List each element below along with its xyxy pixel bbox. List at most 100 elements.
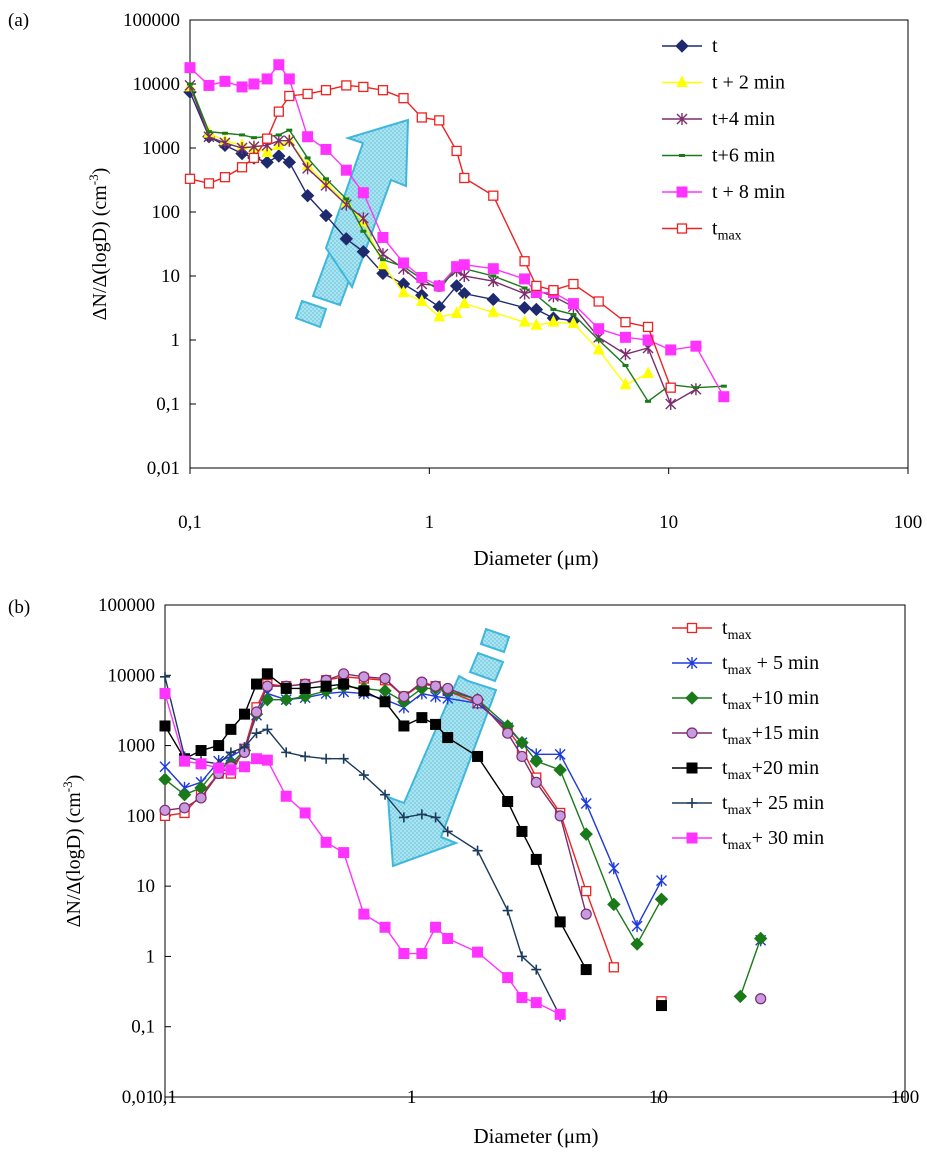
data-point: [429, 680, 442, 692]
data-point: [580, 797, 592, 810]
data-point: [655, 1000, 667, 1012]
data-point: [567, 298, 579, 310]
data-point: [398, 948, 410, 960]
legend-marker: [686, 727, 698, 739]
legend-label-rest: +10 min: [752, 687, 819, 709]
arrow-down-annotation: [386, 627, 511, 868]
data-point: [261, 145, 273, 158]
y-tick-label: 100000: [123, 10, 180, 31]
data-point: [213, 740, 225, 752]
legend-label-main: t: [722, 722, 728, 744]
data-point: [665, 344, 677, 356]
data-point: [397, 285, 410, 298]
data-point: [531, 280, 542, 292]
data-point: [184, 62, 196, 74]
data-point: [177, 787, 192, 802]
data-point: [273, 106, 284, 117]
data-point: [554, 810, 566, 822]
legend-label-main: t: [722, 827, 728, 849]
legend-item: t: [662, 35, 718, 57]
legend-label-main: t: [722, 687, 728, 709]
legend-label: t+6 min: [712, 145, 775, 167]
data-point: [261, 754, 273, 766]
x-tick-label: 100: [894, 512, 923, 533]
legend-label: tmax + 5 min: [722, 652, 819, 678]
y-tick-label: 10000: [133, 74, 181, 95]
x-tick-label: 0,1: [178, 512, 202, 533]
x-tick-label: 1: [425, 512, 435, 533]
data-point: [239, 133, 246, 137]
data-point: [516, 750, 528, 763]
legend-label-sub: max: [728, 663, 752, 678]
data-point: [261, 680, 273, 692]
data-point: [450, 306, 463, 318]
data-point: [593, 296, 604, 307]
data-point: [595, 338, 602, 342]
plot-area-b: [164, 604, 906, 1098]
y-tick-label: 100: [152, 202, 181, 223]
legend-label-rest: + 25 min: [752, 792, 824, 814]
data-point: [282, 155, 297, 169]
data-point: [239, 742, 250, 753]
data-point: [236, 81, 248, 93]
data-point: [755, 993, 767, 1005]
data-point: [262, 724, 273, 735]
data-point: [238, 761, 250, 773]
data-point: [360, 229, 367, 233]
data-point: [358, 908, 370, 920]
legend-marker: [676, 75, 688, 87]
data-point: [300, 751, 311, 762]
data-point: [471, 694, 484, 706]
data-point: [553, 763, 567, 777]
x-axis-label-a: Diameter (μm): [474, 546, 599, 570]
data-point: [380, 789, 391, 800]
data-point: [250, 706, 263, 718]
legend-label-rest: + 5 min: [752, 652, 819, 674]
y-tick-label: 1000: [142, 138, 180, 159]
data-point: [248, 140, 260, 153]
data-point: [442, 732, 454, 744]
data-point: [579, 827, 593, 841]
data-point: [416, 809, 427, 820]
data-point: [195, 758, 207, 770]
data-point: [338, 668, 350, 680]
series-line: [739, 938, 762, 997]
data-point: [299, 682, 311, 694]
legend-marker: [679, 154, 685, 157]
data-point: [720, 384, 727, 388]
x-axis-label-b: Diameter (μm): [474, 1124, 599, 1148]
data-point: [398, 812, 409, 823]
data-point: [159, 688, 171, 700]
data-point: [570, 313, 577, 317]
data-point: [281, 747, 292, 758]
legend-marker: [685, 691, 699, 705]
series-line: [164, 693, 561, 1015]
data-point: [376, 266, 390, 281]
data-point: [530, 776, 542, 788]
data-point: [502, 727, 514, 739]
panel-label-a: (a): [8, 10, 29, 31]
data-point: [338, 847, 350, 859]
data-point: [656, 874, 667, 887]
legend-label-rest: +20 min: [752, 757, 819, 779]
data-point: [377, 85, 389, 96]
data-point: [529, 754, 543, 768]
data-point: [472, 750, 484, 762]
data-point: [502, 972, 514, 984]
data-point: [159, 760, 171, 773]
data-point: [592, 342, 605, 355]
data-point: [580, 908, 592, 920]
data-point: [490, 274, 497, 278]
data-point: [642, 321, 654, 333]
data-point: [322, 177, 329, 181]
data-point: [195, 745, 207, 757]
legend-item: tmax + 5 min: [672, 652, 819, 678]
series-line: [164, 676, 561, 1017]
data-point: [184, 173, 196, 184]
data-point: [377, 257, 389, 270]
legend-label: t + 8 min: [712, 181, 785, 203]
data-point: [356, 244, 371, 259]
data-point: [320, 680, 332, 692]
